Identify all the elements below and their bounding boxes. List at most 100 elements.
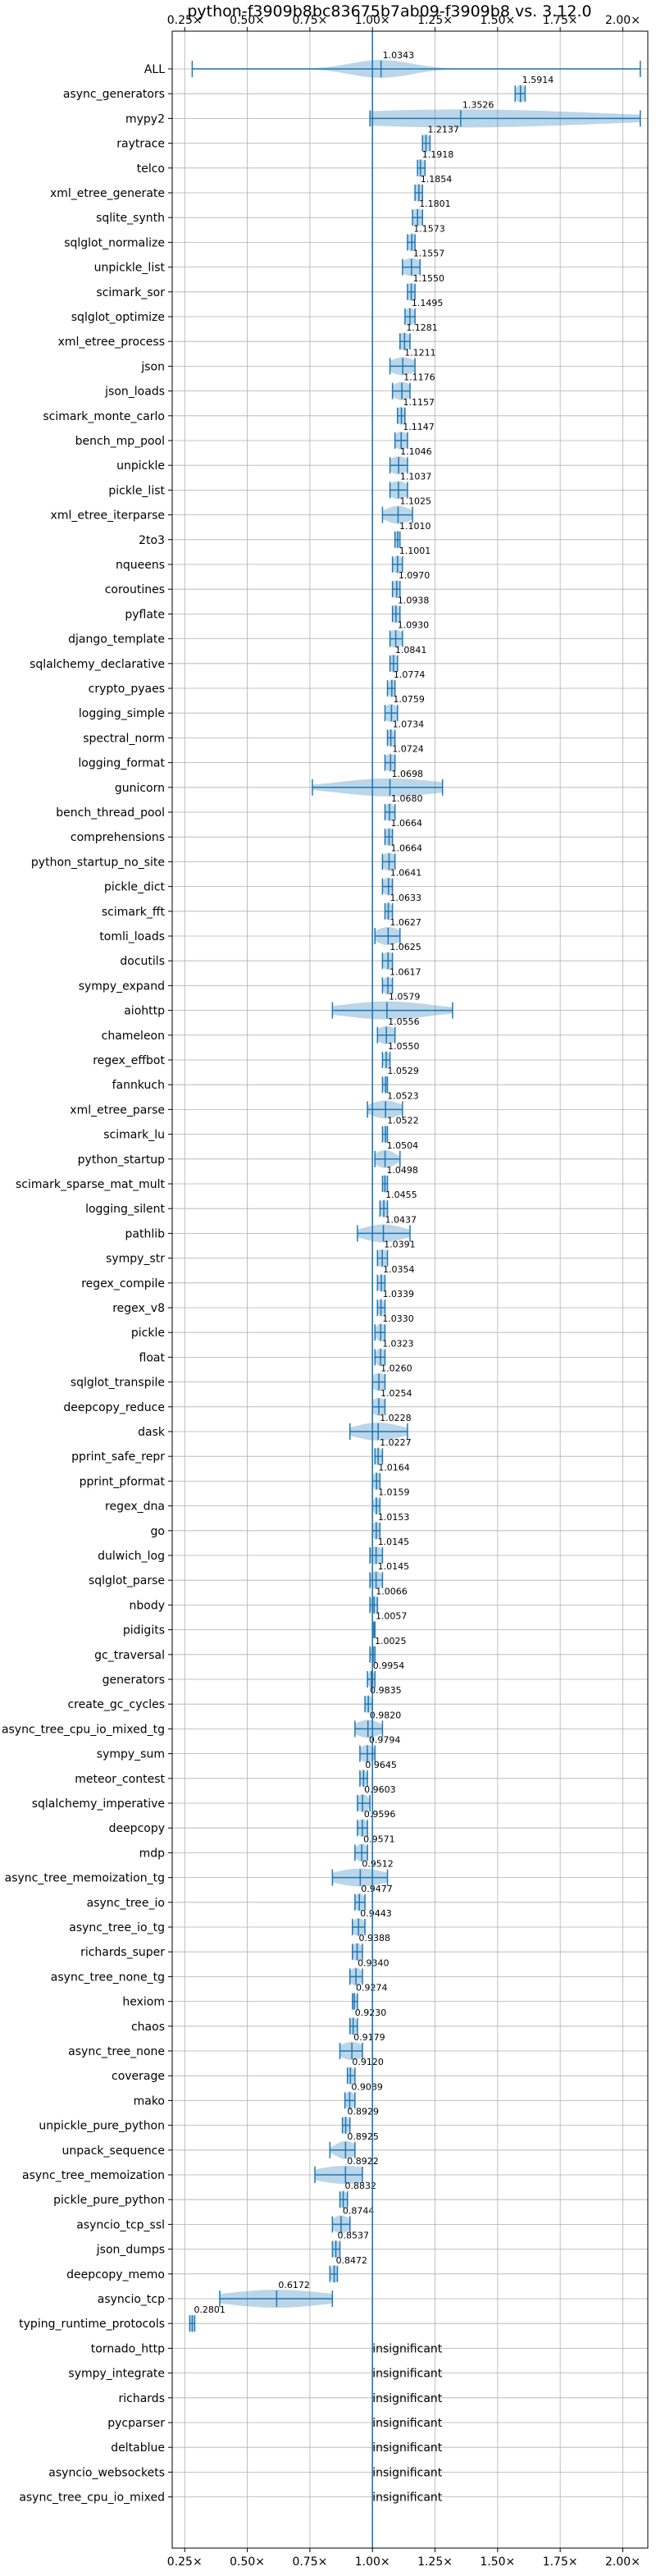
- category-label: coroutines: [105, 583, 165, 596]
- value-label: 1.5914: [522, 75, 554, 85]
- value-label: 1.0664: [390, 843, 421, 853]
- value-label: 1.0698: [392, 769, 424, 779]
- category-label: async_tree_none: [68, 2045, 165, 2058]
- value-label: 1.1281: [406, 322, 437, 333]
- category-label: json_loads: [104, 386, 165, 399]
- category-label: pprint_pformat: [80, 1475, 166, 1488]
- category-label: pickle_list: [108, 484, 165, 497]
- insignificant-label: insignificant: [372, 2441, 443, 2455]
- value-label: 0.8929: [348, 2107, 380, 2117]
- category-label: python_startup_no_site: [31, 856, 165, 869]
- value-label: 0.8832: [345, 2181, 377, 2191]
- x-tick-label-top: 0.50×: [230, 14, 265, 27]
- category-label: pathlib: [125, 1227, 166, 1240]
- category-label: pickle: [131, 1327, 165, 1340]
- value-label: 1.0734: [393, 719, 424, 729]
- value-label: 1.0343: [383, 50, 415, 61]
- x-tick-label-bottom: 1.00×: [355, 2555, 390, 2569]
- category-label: docutils: [120, 955, 165, 968]
- value-label: 1.1147: [403, 422, 435, 432]
- category-label: sqlglot_parse: [89, 1574, 165, 1587]
- value-label: 1.0339: [383, 1289, 415, 1299]
- value-label: 1.1037: [400, 471, 432, 482]
- category-label: json_dumps: [96, 2244, 165, 2257]
- category-label: spectral_norm: [83, 732, 165, 745]
- insignificant-label: insignificant: [372, 2466, 443, 2479]
- category-label: xml_etree_process: [58, 336, 165, 349]
- category-label: ALL: [144, 63, 165, 76]
- value-label: 1.0025: [375, 1636, 407, 1647]
- value-label: 1.1211: [404, 347, 435, 358]
- value-label: 1.0522: [387, 1116, 419, 1126]
- plot-frame: [171, 30, 649, 2549]
- category-label: django_template: [68, 633, 165, 646]
- category-label: bench_thread_pool: [56, 806, 165, 820]
- category-label: sympy_expand: [79, 980, 165, 993]
- value-label: 1.0633: [390, 893, 422, 903]
- value-label: 1.0774: [394, 669, 426, 680]
- category-label: chameleon: [102, 1030, 165, 1043]
- category-label: raytrace: [116, 138, 165, 151]
- x-tick-label-bottom: 1.75×: [543, 2555, 578, 2569]
- value-label: 0.9089: [351, 2081, 383, 2092]
- category-label: async_tree_io: [87, 1897, 165, 1910]
- category-label: richards: [119, 2392, 166, 2405]
- category-label: go: [151, 1525, 165, 1538]
- value-label: 1.1801: [419, 199, 451, 209]
- value-label: 1.0159: [378, 1487, 410, 1498]
- category-label: tomli_loads: [99, 930, 165, 943]
- value-label: 0.9120: [352, 2057, 384, 2067]
- value-label: 0.8925: [347, 2131, 379, 2142]
- value-label: 0.9603: [364, 1784, 396, 1795]
- category-label: telco: [137, 162, 165, 176]
- category-label: sqlalchemy_declarative: [30, 658, 165, 671]
- value-label: 0.8537: [338, 2231, 370, 2241]
- value-label: 1.0498: [386, 1165, 418, 1176]
- category-label: pidigits: [123, 1624, 165, 1637]
- value-label: 1.0579: [389, 992, 421, 1003]
- insignificant-label: insignificant: [372, 2492, 443, 2505]
- value-label: 1.0323: [382, 1338, 414, 1349]
- category-label: sympy_integrate: [68, 2368, 165, 2381]
- category-label: json: [140, 360, 165, 373]
- value-label: 1.0227: [380, 1437, 412, 1448]
- category-label: xml_etree_generate: [50, 187, 165, 200]
- category-label: scimark_monte_carlo: [43, 410, 165, 423]
- value-label: 0.9645: [365, 1760, 397, 1770]
- category-label: logging_simple: [79, 707, 165, 720]
- value-label: 0.9340: [358, 1957, 390, 1968]
- value-label: 1.0970: [399, 570, 430, 581]
- x-tick-label-top: 1.25×: [417, 14, 453, 27]
- category-label: mdp: [139, 1847, 166, 1860]
- category-label: dask: [138, 1426, 166, 1439]
- value-label: 0.9388: [359, 1933, 391, 1943]
- value-label: 1.1001: [399, 546, 430, 556]
- category-label: regex_v8: [112, 1302, 165, 1315]
- x-tick-label-bottom: 1.25×: [417, 2555, 453, 2569]
- x-tick-label-top: 1.75×: [543, 14, 578, 27]
- value-label: 1.0556: [388, 1016, 420, 1027]
- value-label: 1.1918: [422, 149, 454, 160]
- value-label: 1.0260: [380, 1363, 412, 1374]
- category-label: xml_etree_iterparse: [51, 509, 165, 523]
- category-label: unpack_sequence: [62, 2144, 165, 2158]
- category-label: chaos: [131, 2021, 165, 2034]
- value-label: 1.0625: [390, 942, 421, 952]
- value-label: 1.0523: [387, 1090, 419, 1101]
- x-tick-label-top: 1.50×: [480, 14, 515, 27]
- insignificant-label: insignificant: [372, 2417, 443, 2430]
- x-tick-label-top: 0.75×: [292, 14, 327, 27]
- value-label: 1.0664: [390, 818, 421, 829]
- category-label: async_tree_memoization_tg: [5, 1872, 165, 1885]
- category-label: tornado_http: [91, 2342, 165, 2355]
- value-label: 1.0354: [383, 1264, 415, 1275]
- category-label: sqlalchemy_imperative: [32, 1797, 165, 1811]
- category-label: pyflate: [125, 608, 165, 621]
- category-label: crypto_pyaes: [89, 683, 165, 696]
- value-label: 1.0145: [378, 1561, 410, 1572]
- value-label: 0.9512: [362, 1859, 394, 1870]
- value-label: 1.1176: [403, 372, 435, 383]
- value-label: 1.1550: [413, 273, 445, 284]
- category-label: dulwich_log: [98, 1550, 165, 1563]
- value-label: 1.0455: [385, 1190, 417, 1200]
